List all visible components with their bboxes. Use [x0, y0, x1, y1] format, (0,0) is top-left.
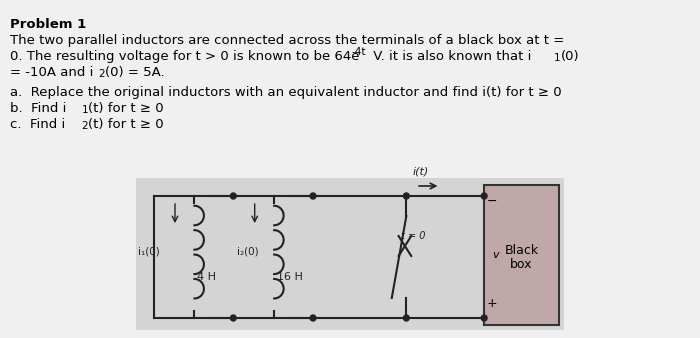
Text: (0): (0): [561, 50, 580, 63]
Circle shape: [310, 315, 316, 321]
Text: −: −: [486, 195, 497, 208]
Circle shape: [310, 193, 316, 199]
Text: 4 H: 4 H: [197, 272, 216, 282]
FancyBboxPatch shape: [484, 185, 559, 325]
Text: 1: 1: [82, 105, 88, 115]
Circle shape: [481, 315, 487, 321]
Text: t = 0: t = 0: [402, 231, 426, 241]
Circle shape: [403, 193, 410, 199]
Text: 2: 2: [98, 69, 105, 79]
Text: b.  Find i: b. Find i: [10, 102, 66, 115]
Text: c.  Find i: c. Find i: [10, 118, 65, 131]
Text: v: v: [492, 250, 498, 260]
Text: (t) for t ≥ 0: (t) for t ≥ 0: [88, 118, 164, 131]
Text: (t) for t ≥ 0: (t) for t ≥ 0: [88, 102, 164, 115]
Circle shape: [230, 315, 236, 321]
Text: i₁(0): i₁(0): [138, 247, 160, 257]
Text: V. it is also known that i: V. it is also known that i: [370, 50, 532, 63]
Circle shape: [403, 315, 410, 321]
Text: i(t): i(t): [413, 166, 429, 176]
Text: box: box: [510, 258, 533, 270]
Text: (0) = 5A.: (0) = 5A.: [105, 66, 164, 79]
Text: i₂(0): i₂(0): [237, 247, 259, 257]
Circle shape: [481, 193, 487, 199]
Text: = -10A and i: = -10A and i: [10, 66, 93, 79]
Text: a.  Replace the original inductors with an equivalent inductor and find i(t) for: a. Replace the original inductors with a…: [10, 86, 561, 99]
Text: 16 H: 16 H: [277, 272, 303, 282]
Text: Black: Black: [505, 243, 538, 257]
Text: Problem 1: Problem 1: [10, 18, 86, 31]
FancyBboxPatch shape: [136, 178, 564, 330]
Circle shape: [230, 193, 236, 199]
Text: The two parallel inductors are connected across the terminals of a black box at : The two parallel inductors are connected…: [10, 34, 564, 47]
Text: -4t: -4t: [352, 47, 366, 57]
Text: +: +: [486, 297, 497, 310]
Text: 2: 2: [82, 121, 88, 131]
Text: 1: 1: [554, 53, 561, 63]
Text: 0. The resulting voltage for t > 0 is known to be 64e: 0. The resulting voltage for t > 0 is kn…: [10, 50, 359, 63]
